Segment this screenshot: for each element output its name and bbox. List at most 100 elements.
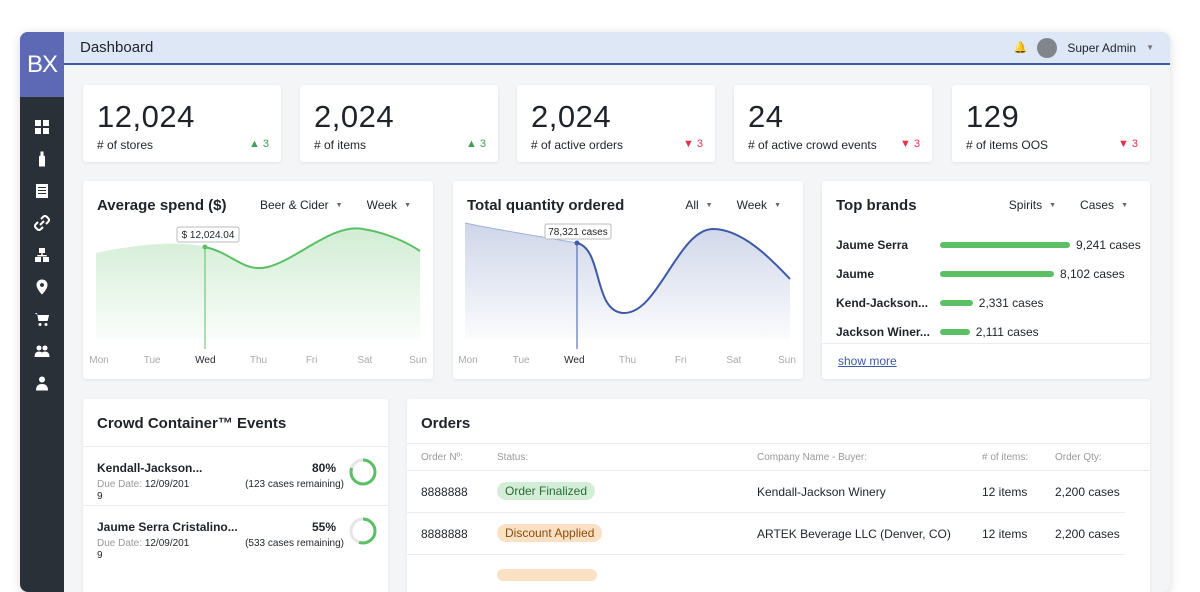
x-axis-label: Sat <box>726 355 741 366</box>
progress-ring <box>349 517 377 545</box>
column-header[interactable]: Company Name - Buyer: <box>757 452 868 463</box>
event-percent: 80% <box>311 461 336 475</box>
stat-label: # of items <box>314 138 367 152</box>
stat-delta: ▼ 3 <box>682 138 703 150</box>
order-qty: 2,200 cases <box>1055 485 1120 499</box>
stat-label: # of active orders <box>531 138 624 152</box>
brand-name: Jackson Winer... <box>836 325 930 339</box>
link-icon[interactable] <box>20 207 64 239</box>
card-title: Orders <box>421 415 471 432</box>
hierarchy-icon[interactable] <box>20 239 64 271</box>
x-axis-label: Wed <box>195 355 215 366</box>
dashboard-icon[interactable] <box>20 111 64 143</box>
tooltip-box <box>544 223 612 240</box>
avatar[interactable] <box>1037 37 1058 58</box>
company-name: Kendall-Jackson Winery <box>757 485 886 499</box>
x-axis-label: Tue <box>144 355 161 366</box>
order-qty: 2,200 cases <box>1055 527 1120 541</box>
stat-card-items-oos: 129 # of items OOS ▼ 3 <box>952 85 1150 162</box>
bell-icon[interactable]: 🔔 <box>1013 42 1028 54</box>
x-axis-label: Sun <box>778 355 796 366</box>
user-name[interactable]: Super Admin <box>1067 40 1137 55</box>
filter-label: Cases <box>1080 198 1115 212</box>
due-date: Due Date: 12/09/201 9 <box>97 479 197 503</box>
event-name: Jaume Serra Cristalino... <box>97 520 238 534</box>
brand-value: 2,331 cases <box>978 296 1044 310</box>
filter-label: All <box>685 198 699 212</box>
chevron-down-icon: ▼ <box>335 201 343 209</box>
brand-name: Jaume <box>836 267 875 281</box>
brand-bar <box>940 300 973 306</box>
users-icon[interactable] <box>20 335 64 367</box>
chevron-down-icon[interactable]: ▼ <box>1146 43 1154 52</box>
event-remaining: (123 cases remaining) <box>245 479 344 490</box>
area-fill <box>96 228 420 339</box>
period-filter[interactable]: Week ▼ <box>737 198 781 212</box>
stat-value: 129 <box>966 99 1020 134</box>
top-bar: Dashboard 🔔 Super Admin ▼ <box>64 32 1170 65</box>
x-axis-label: Thu <box>250 355 267 366</box>
series-line-past <box>464 222 578 244</box>
crowd-event-row[interactable]: Jaume Serra Cristalino... Due Date: 12/0… <box>83 505 388 563</box>
event-name: Kendall-Jackson... <box>97 461 203 475</box>
unit-filter[interactable]: Cases ▼ <box>1080 198 1128 212</box>
due-date-value: 12/09/201 9 <box>97 479 190 502</box>
stat-card-crowd-events: 24 # of active crowd events ▼ 3 <box>734 85 932 162</box>
card-title: Total quantity ordered <box>467 197 625 214</box>
column-header[interactable]: # of items: <box>982 452 1029 463</box>
due-date-label: Due Date: <box>97 538 143 549</box>
x-axis-label: Sat <box>357 355 372 366</box>
category-filter[interactable]: All ▼ <box>685 198 712 212</box>
brand-bar <box>940 329 970 335</box>
chevron-down-icon: ▼ <box>1049 201 1057 209</box>
user-badge-icon[interactable] <box>20 367 64 399</box>
stat-card-active-orders: 2,024 # of active orders ▼ 3 <box>517 85 715 162</box>
logo: BX <box>20 32 64 97</box>
cart-icon[interactable] <box>20 303 64 335</box>
top-brands-card: Top brands Spirits ▼ Cases ▼ Jaume Serra 9,… <box>822 181 1150 379</box>
stat-label: # of active crowd events <box>748 138 877 152</box>
chevron-down-icon: ▼ <box>1121 201 1128 209</box>
x-axis-label: Fri <box>306 355 318 366</box>
stat-card-items: 2,024 # of items ▲ 3 <box>300 85 498 162</box>
page-title: Dashboard <box>80 39 154 56</box>
filter-label: Week <box>366 198 398 212</box>
bottle-icon[interactable] <box>20 143 64 175</box>
x-axis-label: Tue <box>513 355 530 366</box>
stat-value: 24 <box>748 99 784 134</box>
x-axis-label: Fri <box>675 355 687 366</box>
series-line <box>204 227 421 270</box>
x-axis-label: Wed <box>564 355 584 366</box>
brand-name: Kend-Jackson... <box>836 296 929 310</box>
stat-label: # of items OOS <box>966 138 1049 152</box>
document-icon[interactable] <box>20 175 64 207</box>
filter-label: Week <box>736 198 768 212</box>
category-filter[interactable]: Beer & Cider ▼ <box>260 198 343 212</box>
table-row[interactable]: 8888888 Discount Applied ARTEK Beverage … <box>407 513 1125 555</box>
progress-ring <box>349 458 377 486</box>
stat-delta: ▲ 3 <box>248 138 269 150</box>
crowd-event-row[interactable]: Kendall-Jackson... Due Date: 12/09/201 9… <box>83 446 388 504</box>
x-axis-label: Mon <box>458 355 477 366</box>
stat-delta: ▼ 3 <box>899 138 920 150</box>
orders-table-header: Order Nº: Status: Company Name - Buyer: … <box>407 443 1150 471</box>
x-axis-label: Sun <box>409 355 427 366</box>
status-badge <box>497 569 597 581</box>
tooltip-box <box>176 226 240 243</box>
total-quantity-chart: 78,321 cases Mon Tue Wed Thu Fri Sat Sun <box>458 222 796 366</box>
stat-delta: ▲ 3 <box>465 138 486 150</box>
event-percent: 55% <box>311 520 336 534</box>
tooltip-text: 78,321 cases <box>548 227 608 238</box>
company-name: ARTEK Beverage LLC (Denver, CO) <box>757 527 951 541</box>
column-header[interactable]: Order Nº: <box>421 452 463 463</box>
due-date: Due Date: 12/09/201 9 <box>97 538 197 562</box>
column-header[interactable]: Order Qty: <box>1055 452 1102 463</box>
show-more-link[interactable]: show more <box>838 354 897 368</box>
period-filter[interactable]: Week ▼ <box>367 198 411 212</box>
table-row[interactable]: 8888888 Order Finalized Kendall-Jackson … <box>407 471 1125 513</box>
category-filter[interactable]: Spirits ▼ <box>1009 198 1056 212</box>
status-badge: Order Finalized <box>497 482 596 500</box>
location-pin-icon[interactable] <box>20 271 64 303</box>
brand-value: 9,241 cases <box>1076 238 1141 252</box>
column-header[interactable]: Status: <box>497 452 529 463</box>
